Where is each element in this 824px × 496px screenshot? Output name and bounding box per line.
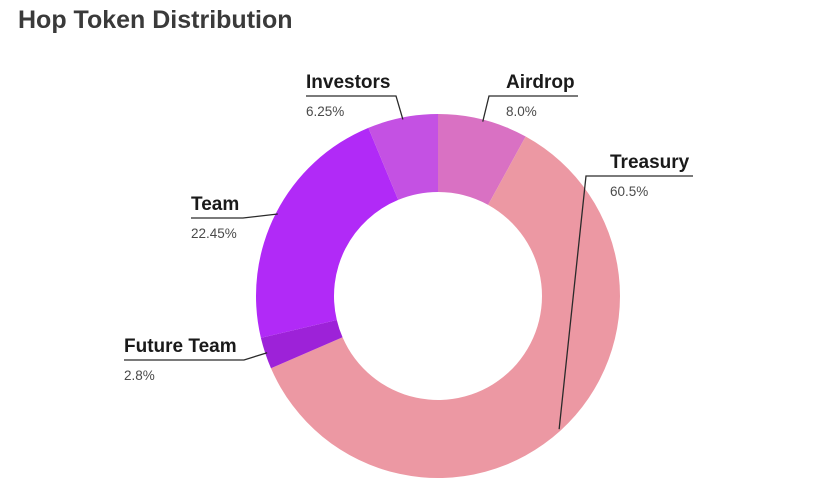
- slice-investors[interactable]: [368, 114, 438, 200]
- slice-airdrop[interactable]: [438, 114, 526, 205]
- slice-value-investors: 6.25%: [306, 104, 344, 119]
- slice-value-airdrop: 8.0%: [506, 104, 537, 119]
- slice-label-investors: Investors: [306, 72, 390, 93]
- chart-title: Hop Token Distribution: [18, 6, 293, 34]
- leader-line-future-team: [124, 352, 268, 361]
- leader-line-investors: [306, 95, 404, 120]
- slice-label-team: Team: [191, 194, 239, 215]
- slice-value-future-team: 2.8%: [124, 368, 155, 383]
- slice-value-treasury: 60.5%: [610, 184, 648, 199]
- leader-line-airdrop: [482, 95, 578, 122]
- slice-value-team: 22.45%: [191, 226, 237, 241]
- slice-label-airdrop: Airdrop: [506, 72, 575, 93]
- slice-future-team[interactable]: [260, 319, 343, 369]
- leader-line-team: [191, 213, 278, 219]
- slice-label-future-team: Future Team: [124, 336, 237, 357]
- slice-label-treasury: Treasury: [610, 152, 690, 173]
- slice-treasury[interactable]: [270, 136, 620, 478]
- leader-line-treasury: [558, 175, 693, 430]
- slice-team[interactable]: [255, 127, 399, 338]
